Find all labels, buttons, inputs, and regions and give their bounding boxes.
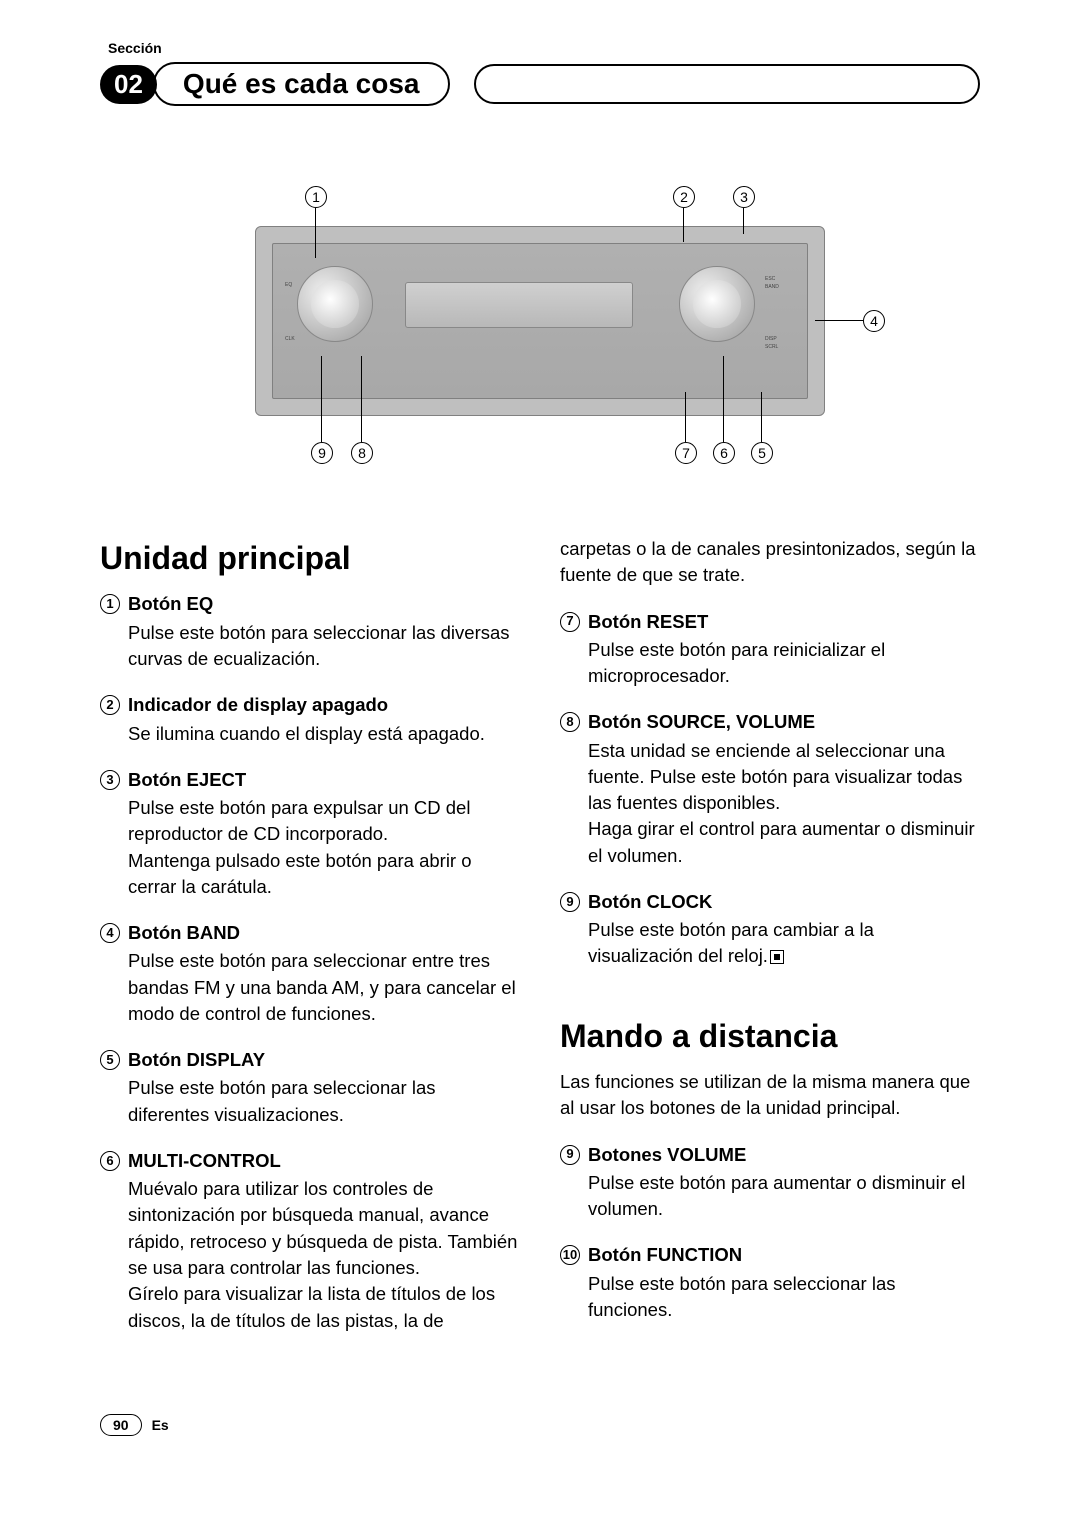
description-item: 5 Botón DISPLAYPulse este botón para sele… [100, 1047, 520, 1128]
end-square-icon [770, 950, 784, 964]
right-column: carpetas o la de canales presintonizados… [560, 536, 980, 1354]
item-body: Se ilumina cuando el display está apagad… [100, 721, 520, 747]
header-decoration [474, 64, 981, 104]
item-title: Botón SOURCE, VOLUME [588, 709, 815, 735]
description-item: 9 Botones VOLUMEPulse este botón para aum… [560, 1142, 980, 1223]
disp-label: DISP [765, 336, 777, 342]
lang-code: Es [152, 1417, 169, 1433]
unit-diagram: EQ CLK ESC BAND DISP SCRL 1 2 3 4 5 6 7 … [100, 186, 980, 466]
item-body: Muévalo para utilizar los controles de s… [100, 1176, 520, 1334]
item-number: 8 [560, 712, 580, 732]
item-title: Botón RESET [588, 609, 708, 635]
description-item: 9 Botón CLOCKPulse este botón para cambia… [560, 889, 980, 970]
section-label: Sección [100, 40, 980, 56]
item-body: Pulse este botón para seleccionar las fu… [560, 1271, 980, 1324]
item-title: MULTI-CONTROL [128, 1148, 281, 1174]
section-title: Qué es cada cosa [153, 62, 450, 106]
esc-label: ESC [765, 276, 775, 282]
item-number: 2 [100, 695, 120, 715]
item-body: Pulse este botón para expulsar un CD del… [100, 795, 520, 900]
right-knob-icon [679, 266, 755, 342]
item-title: Botón EJECT [128, 767, 246, 793]
callout-2: 2 [673, 186, 695, 208]
item-number: 4 [100, 923, 120, 943]
page-number: 90 [100, 1414, 142, 1436]
item-number: 9 [560, 1145, 580, 1165]
item-number: 9 [560, 892, 580, 912]
left-knob-icon [297, 266, 373, 342]
band-label: BAND [765, 284, 779, 290]
item-body: Pulse este botón para aumentar o disminu… [560, 1170, 980, 1223]
item-body: Esta unidad se enciende al seleccionar u… [560, 738, 980, 869]
callout-4: 4 [863, 310, 885, 332]
section-number: 02 [100, 65, 157, 104]
callout-7: 7 [675, 442, 697, 464]
description-item: 8 Botón SOURCE, VOLUME Esta unidad se enci… [560, 709, 980, 869]
item-title: Indicador de display apagado [128, 692, 388, 718]
callout-6: 6 [713, 442, 735, 464]
item-number: 1 [100, 594, 120, 614]
item-number: 5 [100, 1050, 120, 1070]
item-title: Botón FUNCTION [588, 1242, 742, 1268]
callout-1: 1 [305, 186, 327, 208]
description-item: 7 Botón RESETPulse este botón para reinic… [560, 609, 980, 690]
item-title: Botón EQ [128, 591, 213, 617]
lcd-icon [405, 282, 633, 328]
item-number: 3 [100, 770, 120, 790]
continuation-text: carpetas o la de canales presintonizados… [560, 536, 980, 589]
item-number: 7 [560, 612, 580, 632]
item-title: Botón DISPLAY [128, 1047, 265, 1073]
item-number: 6 [100, 1151, 120, 1171]
callout-9: 9 [311, 442, 333, 464]
item-title: Botón BAND [128, 920, 240, 946]
callout-8: 8 [351, 442, 373, 464]
header-row: 02 Qué es cada cosa [100, 62, 980, 106]
item-body: Pulse este botón para cambiar a la visua… [560, 917, 980, 970]
item-body: Pulse este botón para seleccionar las di… [100, 1075, 520, 1128]
description-item: 2 Indicador de display apagado Se ilumina … [100, 692, 520, 747]
description-item: 10 Botón FUNCTION Pulse este botón para se… [560, 1242, 980, 1323]
description-item: 6 MULTI-CONTROLMuévalo para utilizar los … [100, 1148, 520, 1334]
page-footer: 90 Es [100, 1414, 980, 1436]
item-body: Pulse este botón para seleccionar entre … [100, 948, 520, 1027]
scrl-label: SCRL [765, 344, 778, 350]
item-number: 10 [560, 1245, 580, 1265]
heading-unidad-principal: Unidad principal [100, 536, 520, 581]
left-column: Unidad principal 1 Botón EQ Pulse este bot… [100, 536, 520, 1354]
item-body: Pulse este botón para seleccionar las di… [100, 620, 520, 673]
callout-3: 3 [733, 186, 755, 208]
item-title: Botón CLOCK [588, 889, 712, 915]
eq-label: EQ [285, 282, 292, 288]
description-item: 3 Botón EJECTPulse este botón para expuls… [100, 767, 520, 900]
item-body: Pulse este botón para reinicializar el m… [560, 637, 980, 690]
description-item: 1 Botón EQ Pulse este botón para seleccion… [100, 591, 520, 672]
mando-intro: Las funciones se utilizan de la misma ma… [560, 1069, 980, 1122]
clk-label: CLK [285, 336, 295, 342]
callout-5: 5 [751, 442, 773, 464]
heading-mando: Mando a distancia [560, 1014, 980, 1059]
item-title: Botones VOLUME [588, 1142, 746, 1168]
description-item: 4 Botón BANDPulse este botón para selecci… [100, 920, 520, 1027]
